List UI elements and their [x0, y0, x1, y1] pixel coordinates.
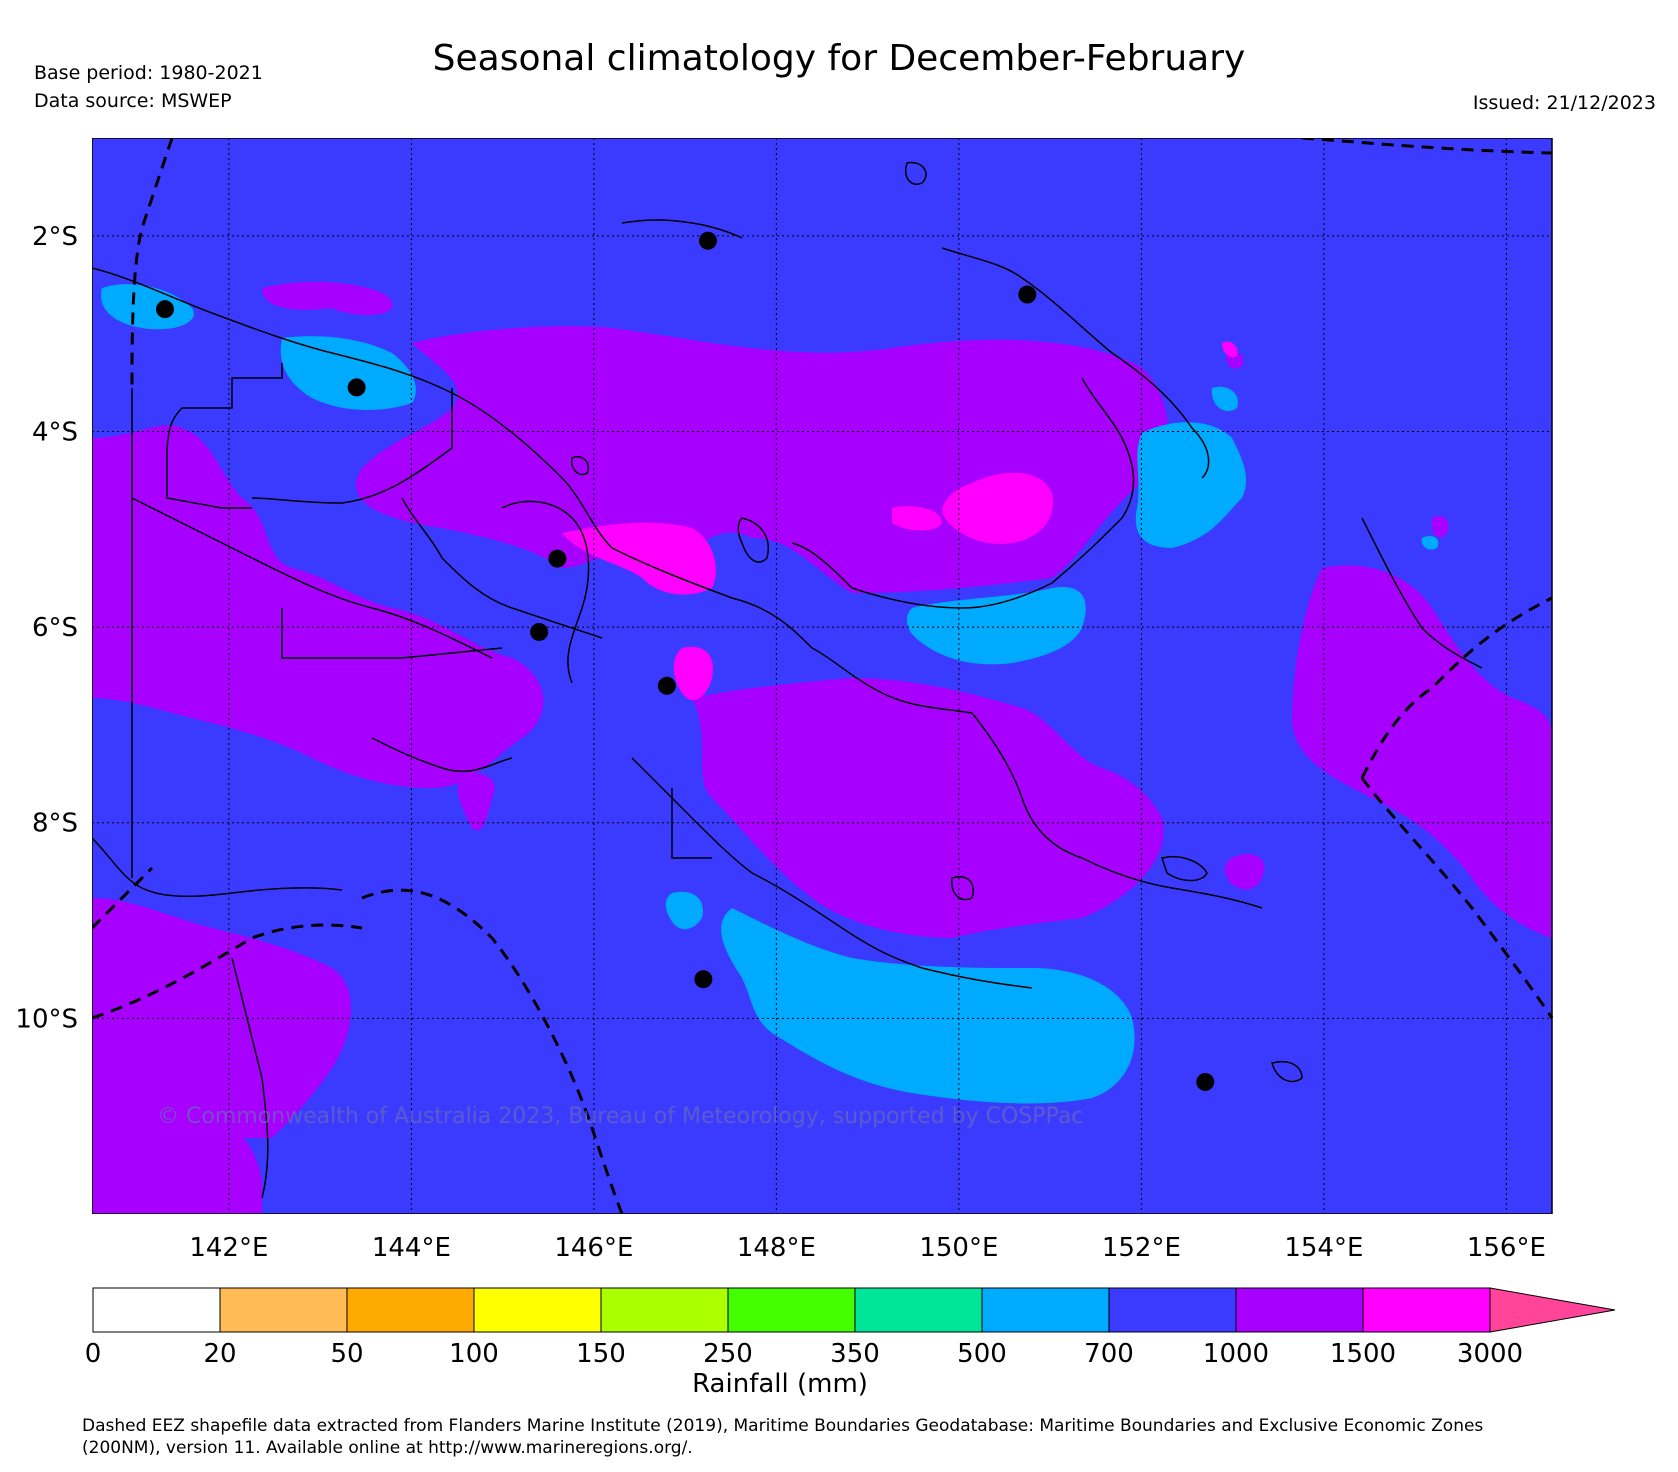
footer-line-2: (200NM), version 11. Available online at…: [82, 1438, 693, 1458]
colorbar-tick-label: 350: [830, 1339, 880, 1369]
footer-line-1: Dashed EEZ shapefile data extracted from…: [82, 1416, 1484, 1436]
colorbar-bin: [1362, 1287, 1491, 1333]
colorbar-bin: [219, 1287, 348, 1333]
latitude-axis: 2°S 4°S 6°S 8°S 10°S: [15, 222, 78, 1035]
copyright-watermark: © Commonwealth of Australia 2023, Bureau…: [157, 1104, 1083, 1129]
colorbar-tick-label: 100: [449, 1339, 499, 1369]
colorbar-bin: [92, 1287, 221, 1333]
footer-note: Dashed EEZ shapefile data extracted from…: [82, 1415, 1672, 1459]
lon-tick-label: 152°E: [1102, 1233, 1181, 1263]
station-marker: [698, 231, 717, 250]
map-frame: [92, 138, 1553, 1214]
map-title: Seasonal climatology for December-Februa…: [432, 38, 1246, 79]
colorbar-bin: [854, 1287, 983, 1333]
coastlines: [92, 161, 1483, 1199]
rainfall-500-700-areas: [101, 284, 1439, 1104]
data-source-text: Data source: MSWEP: [34, 90, 232, 112]
lon-tick-label: 150°E: [919, 1233, 998, 1263]
lat-tick-label: 2°S: [32, 222, 78, 252]
rainfall-map: © Commonwealth of Australia 2023, Bureau…: [92, 138, 1554, 1214]
station-marker: [156, 300, 174, 319]
colorbar-bin: [1108, 1287, 1237, 1333]
lat-tick-label: 4°S: [32, 417, 78, 447]
station-marker: [1018, 285, 1037, 304]
lon-tick-label: 142°E: [189, 1233, 268, 1263]
station-marker: [1196, 1072, 1215, 1091]
colorbar-tick-label: 3000: [1457, 1339, 1523, 1369]
colorbar-tick-label: 150: [576, 1339, 626, 1369]
colorbar-tick-label: 0: [85, 1339, 102, 1369]
colorbar-bin: [346, 1287, 475, 1333]
station-marker: [657, 676, 676, 695]
colorbar-bin: [727, 1287, 856, 1333]
issued-date-text: Issued: 21/12/2023: [1472, 92, 1656, 114]
colorbar-tick-label: 700: [1084, 1339, 1134, 1369]
colorbar-bin: [600, 1287, 729, 1333]
colorbar-tick-label: 1500: [1330, 1339, 1396, 1369]
graticule: [92, 138, 1552, 1214]
colorbar-extend-arrow: [1489, 1287, 1616, 1333]
rainfall-1000-1500-areas: [92, 281, 1552, 1214]
colorbar-tick-label: 20: [203, 1339, 236, 1369]
colorbar-bin: [1235, 1287, 1364, 1333]
lat-tick-label: 10°S: [15, 1004, 78, 1034]
lon-tick-label: 146°E: [554, 1233, 633, 1263]
lon-tick-label: 148°E: [737, 1233, 816, 1263]
eez-boundaries: [92, 138, 1554, 1214]
colorbar-tick-label: 1000: [1203, 1339, 1269, 1369]
station-marker: [694, 970, 713, 989]
lon-tick-label: 144°E: [372, 1233, 451, 1263]
colorbar-tick-label: 250: [703, 1339, 753, 1369]
lat-tick-label: 8°S: [32, 809, 78, 839]
colorbar-tick-label: 500: [957, 1339, 1007, 1369]
lon-tick-label: 154°E: [1284, 1233, 1363, 1263]
station-marker: [530, 622, 549, 641]
lon-tick-label: 156°E: [1467, 1233, 1546, 1263]
colorbar-bin: [981, 1287, 1110, 1333]
station-markers: [156, 231, 1215, 1091]
station-marker: [548, 549, 567, 568]
lat-tick-label: 6°S: [32, 613, 78, 643]
colorbar-tick-label: 50: [330, 1339, 363, 1369]
colorbar-label: Rainfall (mm): [692, 1369, 868, 1399]
colorbar: 0 20 50 100 150 250 350 500 700 1000 1500 3000 Rain…: [85, 1287, 1616, 1399]
longitude-axis: 142°E 144°E 146°E 148°E 150°E 152°E 154°E 156°E: [189, 1233, 1546, 1263]
base-period-text: Base period: 1980-2021: [34, 62, 263, 84]
colorbar-bin: [473, 1287, 602, 1333]
station-marker: [347, 378, 366, 397]
